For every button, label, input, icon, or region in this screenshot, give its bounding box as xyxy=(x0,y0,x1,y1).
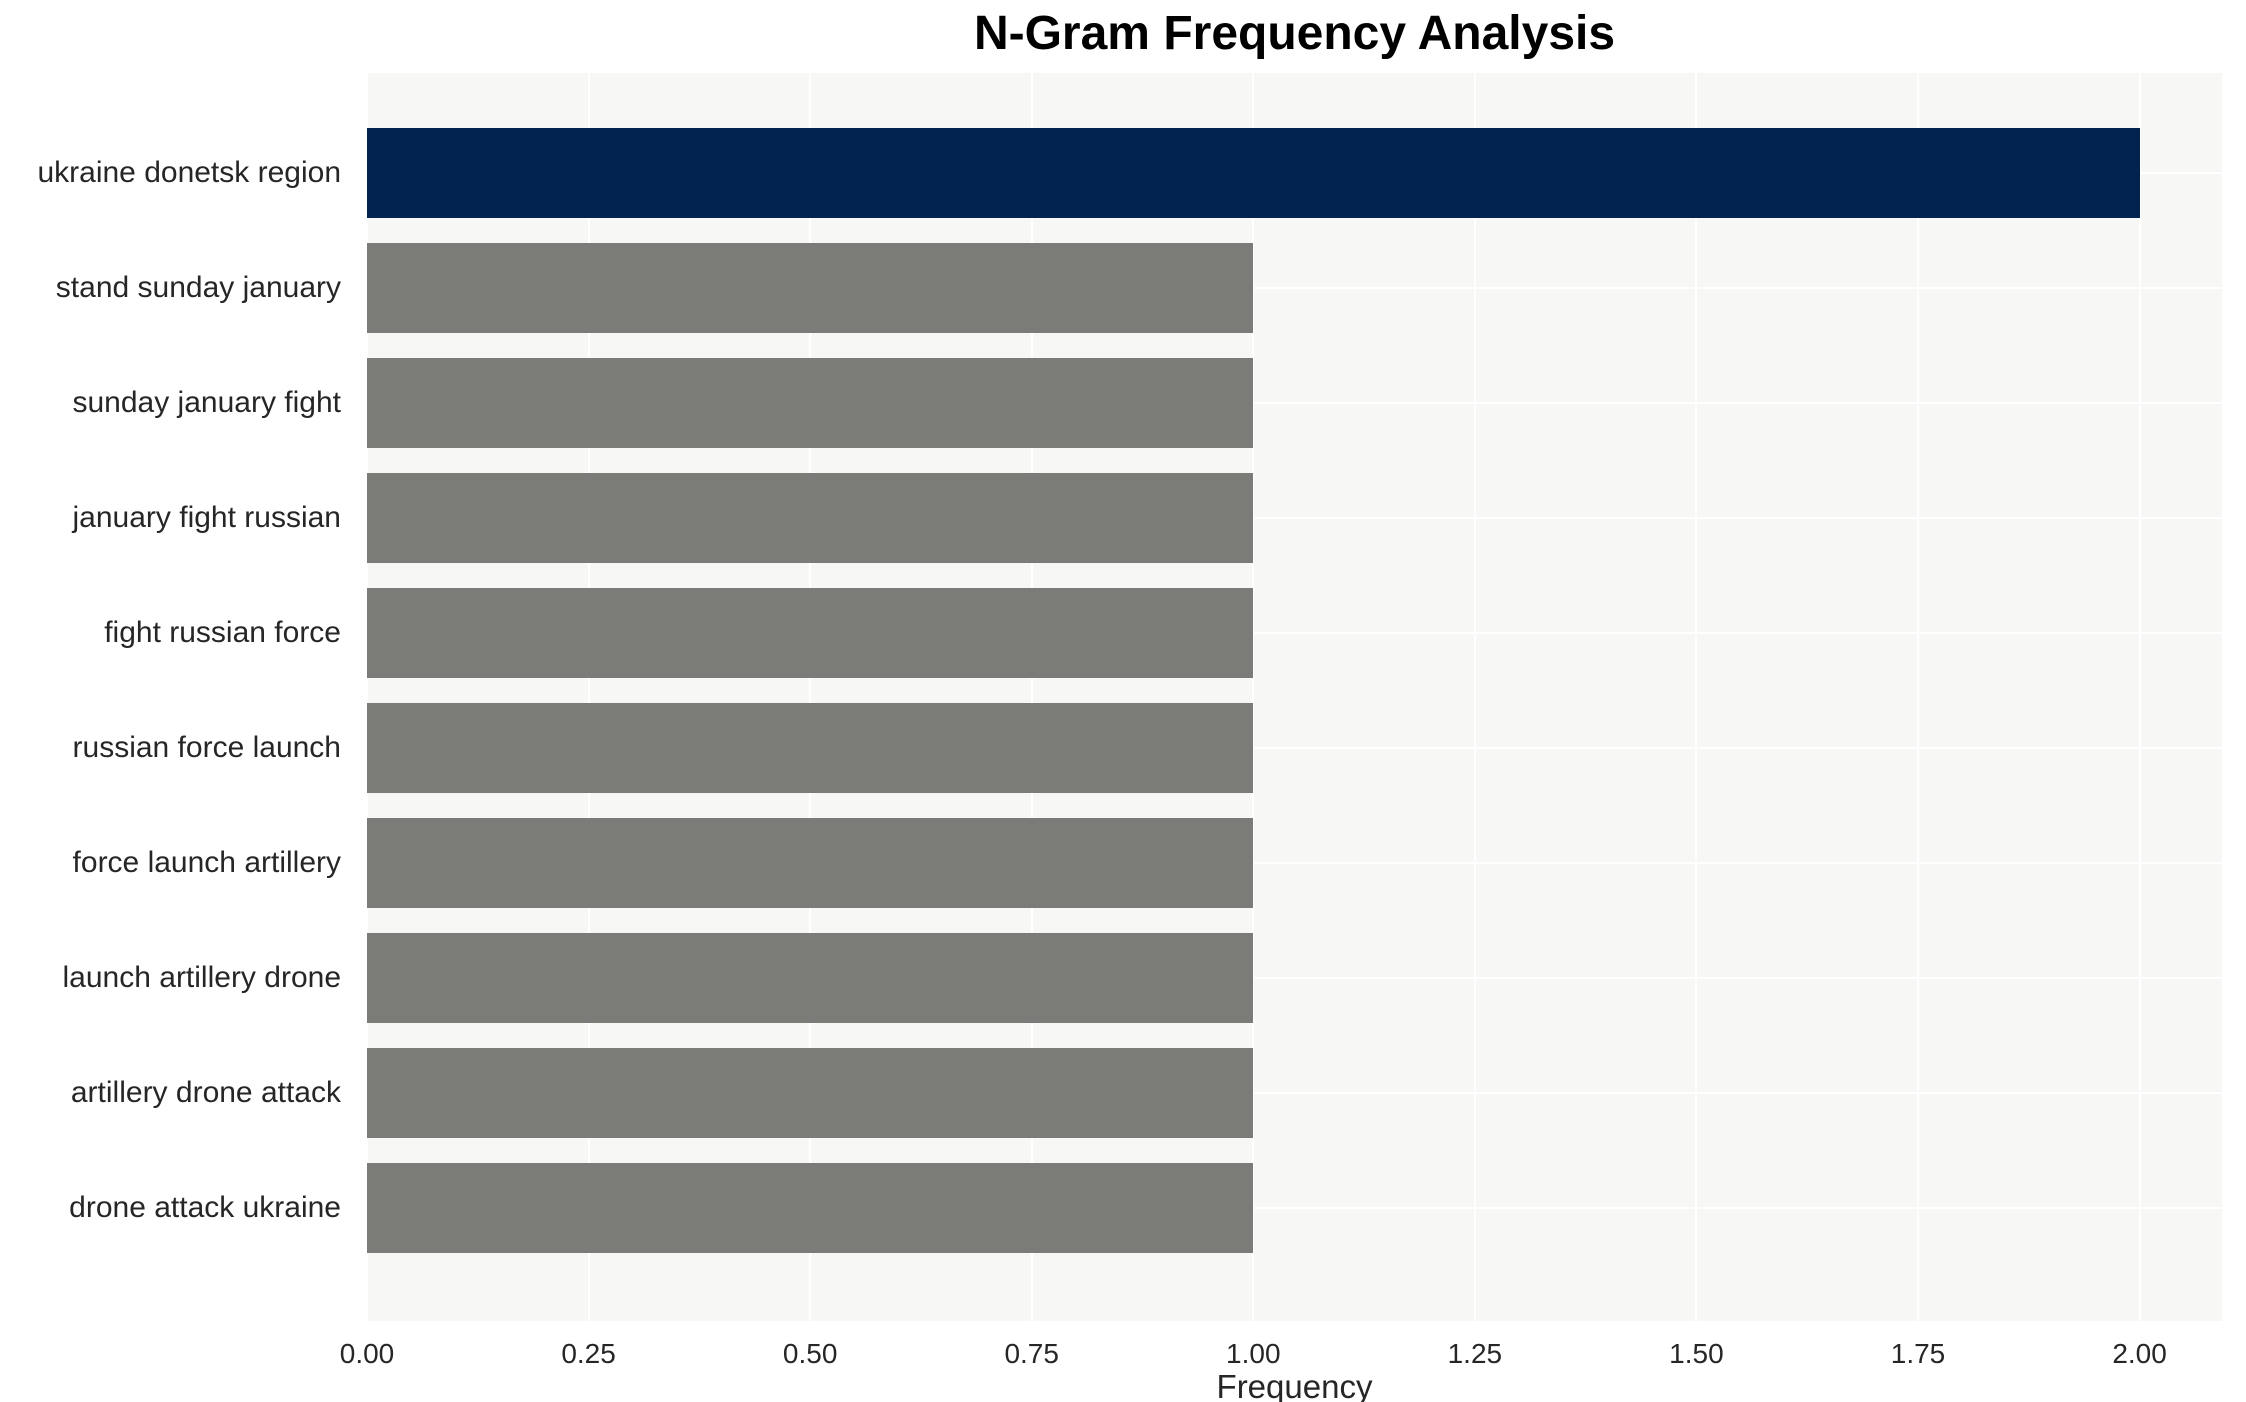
y-gridline xyxy=(367,287,2222,289)
bar-russian-force-launch xyxy=(367,703,1254,793)
bar-fight-russian-force xyxy=(367,588,1254,678)
bar-stand-sunday-january xyxy=(367,243,1254,333)
y-tick-label-ukraine-donetsk-region: ukraine donetsk region xyxy=(37,156,341,189)
plot-area xyxy=(366,73,2222,1321)
y-tick-label-russian-force-launch: russian force launch xyxy=(72,731,341,764)
y-gridline xyxy=(367,747,2222,749)
y-tick-label-sunday-january-fight: sunday january fight xyxy=(72,386,341,419)
x-gridline xyxy=(366,73,368,1321)
bar-artillery-drone-attack xyxy=(367,1048,1254,1138)
x-tick-label-0.25: 0.25 xyxy=(561,1338,616,1369)
y-tick-label-launch-artillery-drone: launch artillery drone xyxy=(62,961,341,994)
y-tick-label-stand-sunday-january: stand sunday january xyxy=(55,271,341,304)
y-tick-label-fight-russian-force: fight russian force xyxy=(104,616,341,649)
y-tick-label-drone-attack-ukraine: drone attack ukraine xyxy=(69,1191,341,1224)
y-gridline xyxy=(367,517,2222,519)
bar-january-fight-russian xyxy=(367,473,1254,563)
x-gridline xyxy=(2138,73,2141,1321)
x-tick-label-0.00: 0.00 xyxy=(339,1338,395,1369)
x-tick-label-0.75: 0.75 xyxy=(1004,1338,1059,1369)
x-gridline xyxy=(1695,73,1698,1321)
x-gridline xyxy=(1030,73,1033,1321)
x-gridline xyxy=(1252,73,1255,1321)
bar-sunday-january-fight xyxy=(367,358,1254,448)
bar-launch-artillery-drone xyxy=(367,933,1254,1023)
x-gridline xyxy=(1473,73,1476,1321)
bar-force-launch-artillery xyxy=(367,818,1254,908)
y-axis-labels: ukraine donetsk region stand sunday janua… xyxy=(0,73,353,1321)
y-gridline xyxy=(367,1207,2222,1209)
y-tick-label-force-launch-artillery: force launch artillery xyxy=(72,846,341,879)
x-axis-ticks: 0.00 0.25 0.50 0.75 1.00 1.25 1.50 1.75 2.00 xyxy=(340,1338,2222,1372)
y-tick-label-january-fight-russian: january fight russian xyxy=(72,501,341,534)
y-gridline xyxy=(367,402,2222,404)
x-tick-label-1.50: 1.50 xyxy=(1669,1338,1724,1369)
x-tick-label-0.50: 0.50 xyxy=(782,1338,838,1369)
x-tick-label-1.00: 1.00 xyxy=(1226,1338,1281,1369)
x-gridline xyxy=(587,73,590,1321)
y-gridline xyxy=(367,632,2222,634)
x-tick-label-2.00: 2.00 xyxy=(2112,1338,2167,1369)
x-gridline xyxy=(809,73,812,1321)
y-gridline xyxy=(367,977,2222,979)
x-axis-label: Frequency xyxy=(1216,1368,1373,1402)
y-gridline xyxy=(367,862,2222,864)
y-gridline xyxy=(367,1092,2222,1094)
bar-ukraine-donetsk-region xyxy=(367,128,2140,218)
chart-title: N-Gram Frequency Analysis xyxy=(973,7,1616,60)
x-tick-label-1.75: 1.75 xyxy=(1890,1338,1946,1369)
x-gridline xyxy=(1917,73,1919,1321)
y-tick-label-artillery-drone-attack: artillery drone attack xyxy=(70,1076,341,1109)
x-tick-label-1.25: 1.25 xyxy=(1447,1338,1503,1369)
bar-drone-attack-ukraine xyxy=(367,1163,1254,1253)
